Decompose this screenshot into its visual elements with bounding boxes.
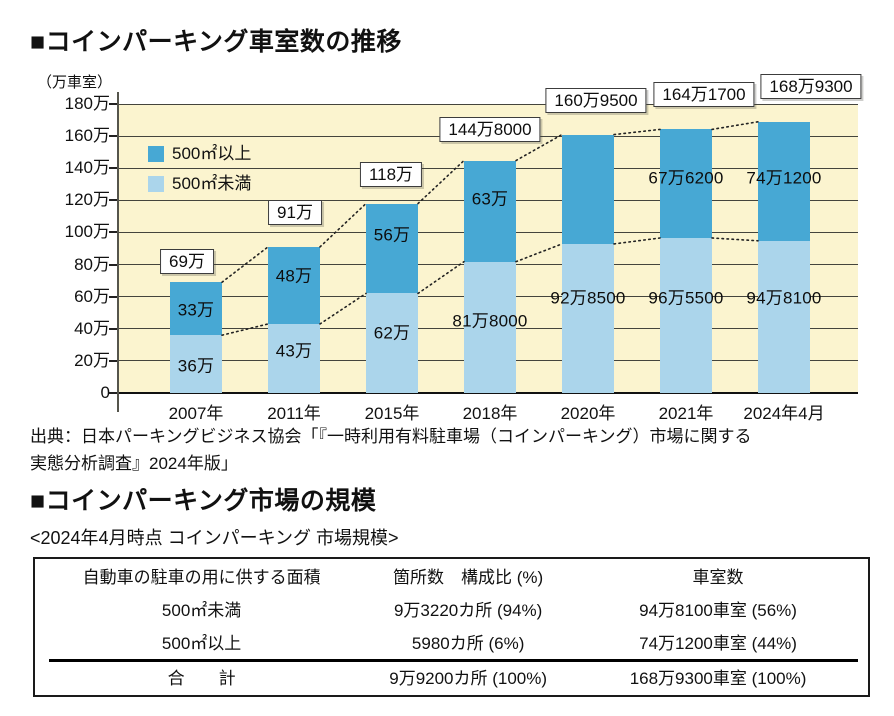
y-tick-label: 40万	[74, 318, 110, 338]
bar-segment-over500-2021年	[660, 129, 712, 238]
cell-locations-under500: 9万3220カ所 (94%)	[393, 600, 543, 620]
legend-item-light: 500㎡未満	[148, 175, 251, 193]
bar-segment-under500-2021年	[660, 237, 712, 393]
y-grid-line	[118, 103, 858, 105]
value-label-over500-2021年: 67万6200	[648, 168, 724, 188]
bar-segment-under500-2020年	[562, 243, 614, 393]
cell-spaces-total: 168万9300車室 (100%)	[629, 669, 807, 688]
source-note: 出典：日本パーキングビジネス協会「『一時利用有料駐車場（コインパーキング）市場に…	[30, 423, 751, 477]
value-label-under500-2024年4月: 94万8100	[746, 288, 822, 308]
y-axis-tick	[109, 199, 118, 202]
y-axis-line	[117, 92, 119, 412]
legend-swatch-light	[148, 176, 164, 192]
cell-locations-over500: 5980カ所 (6%)	[411, 633, 525, 653]
y-axis-tick	[109, 327, 118, 330]
y-axis-unit-label: （万車室）	[36, 74, 112, 91]
header-spaces: 車室数	[692, 568, 744, 587]
bar-segment-over500-2015年	[366, 203, 418, 294]
x-tick-label-2021年: 2021年	[658, 404, 714, 423]
y-axis-tick	[109, 392, 118, 394]
x-tick-label-2015年: 2015年	[364, 404, 420, 423]
y-axis-tick	[109, 135, 118, 138]
y-axis-tick	[109, 263, 118, 266]
bar-segment-over500-2018年	[464, 160, 516, 262]
x-tick-label-2020年: 2020年	[560, 404, 616, 423]
y-tick-label: 160万	[64, 126, 110, 146]
table-row-under500: 500㎡未満 9万3220カ所 (94%) 94万8100車室 (56%)	[35, 592, 868, 624]
x-axis-line	[118, 392, 858, 394]
source-line-2: 実態分析調査』2024年版」	[30, 454, 238, 473]
bar-segment-over500-2007年	[170, 282, 222, 336]
y-axis-tick	[109, 231, 118, 234]
y-tick-label: 140万	[64, 158, 110, 178]
header-locations: 箇所数 構成比 (%)	[393, 568, 544, 587]
bar-segment-under500-2011年	[268, 323, 320, 393]
value-label-over500-2015年: 56万	[373, 225, 411, 245]
chart-title: ■コインパーキング車室数の推移	[30, 28, 402, 56]
y-tick-label: 80万	[74, 254, 110, 274]
y-grid-line	[118, 135, 858, 137]
table-subtitle: <2024年4月時点 コインパーキング 市場規模>	[30, 528, 399, 548]
bar-segment-under500-2018年	[464, 261, 516, 393]
value-label-over500-2018年: 63万	[471, 189, 509, 209]
x-tick-label-2018年: 2018年	[462, 404, 518, 423]
table-total-separator-line	[49, 659, 858, 662]
value-label-under500-2007年: 36万	[177, 356, 215, 376]
value-label-over500-2024年4月: 74万1200	[746, 168, 822, 188]
x-tick-label-2011年: 2011年	[267, 404, 321, 423]
y-axis-tick	[109, 103, 118, 105]
bar-segment-under500-2015年	[366, 293, 418, 393]
bar-segment-under500-2007年	[170, 335, 222, 393]
y-tick-label: 0	[100, 383, 110, 402]
y-tick-label: 120万	[64, 190, 110, 210]
legend-label: 500㎡以上	[172, 144, 252, 163]
cell-area-over500: 500㎡以上	[161, 633, 242, 653]
cell-spaces-under500: 94万8100車室 (56%)	[639, 600, 797, 620]
cell-locations-total: 9万9200カ所 (100%)	[389, 669, 548, 688]
bar-segment-over500-2024年4月	[758, 121, 810, 241]
cell-area-under500: 500㎡未満	[161, 600, 242, 620]
value-label-under500-2021年: 96万5500	[648, 288, 724, 308]
table-row-over500: 500㎡以上 5980カ所 (6%) 74万1200車室 (44%)	[35, 624, 868, 658]
table-header-row: 自動車の駐車の用に供する面積 箇所数 構成比 (%) 車室数	[35, 559, 868, 592]
cell-area-total: 合 計	[167, 669, 236, 688]
y-tick-label: 180万	[64, 94, 110, 113]
legend-item-dark: 500㎡以上	[148, 145, 251, 163]
legend-label: 500㎡未満	[172, 174, 252, 193]
y-tick-label: 60万	[74, 286, 110, 306]
bar-segment-over500-2011年	[268, 246, 320, 324]
y-axis-tick	[109, 295, 118, 298]
market-size-table: 自動車の駐車の用に供する面積 箇所数 構成比 (%) 車室数 500㎡未満 9万…	[33, 557, 870, 697]
x-tick-label-2024年4月: 2024年4月	[743, 404, 825, 423]
value-label-under500-2015年: 62万	[373, 323, 411, 343]
bar-segment-under500-2024年4月	[758, 240, 810, 393]
y-tick-label: 100万	[64, 222, 110, 242]
value-label-over500-2007年: 33万	[177, 300, 215, 320]
source-line-1: 出典：日本パーキングビジネス協会「『一時利用有料駐車場（コインパーキング）市場に…	[30, 427, 752, 446]
legend-swatch-dark	[148, 146, 164, 162]
y-tick-label: 20万	[74, 350, 110, 370]
value-label-over500-2011年: 48万	[275, 266, 313, 286]
y-axis-tick	[109, 359, 118, 362]
y-axis-tick	[109, 167, 118, 170]
value-label-under500-2018年: 81万8000	[452, 311, 528, 331]
table-title: ■コインパーキング市場の規模	[30, 487, 377, 515]
x-tick-label-2007年: 2007年	[168, 404, 224, 423]
table-row-total: 合 計 9万9200カ所 (100%) 168万9300車室 (100%)	[35, 658, 868, 695]
cell-spaces-over500: 74万1200車室 (44%)	[639, 633, 797, 653]
bar-segment-over500-2020年	[562, 134, 614, 244]
header-area: 自動車の駐車の用に供する面積	[82, 568, 321, 587]
value-label-under500-2020年: 92万8500	[550, 288, 626, 308]
value-label-under500-2011年: 43万	[275, 341, 313, 361]
